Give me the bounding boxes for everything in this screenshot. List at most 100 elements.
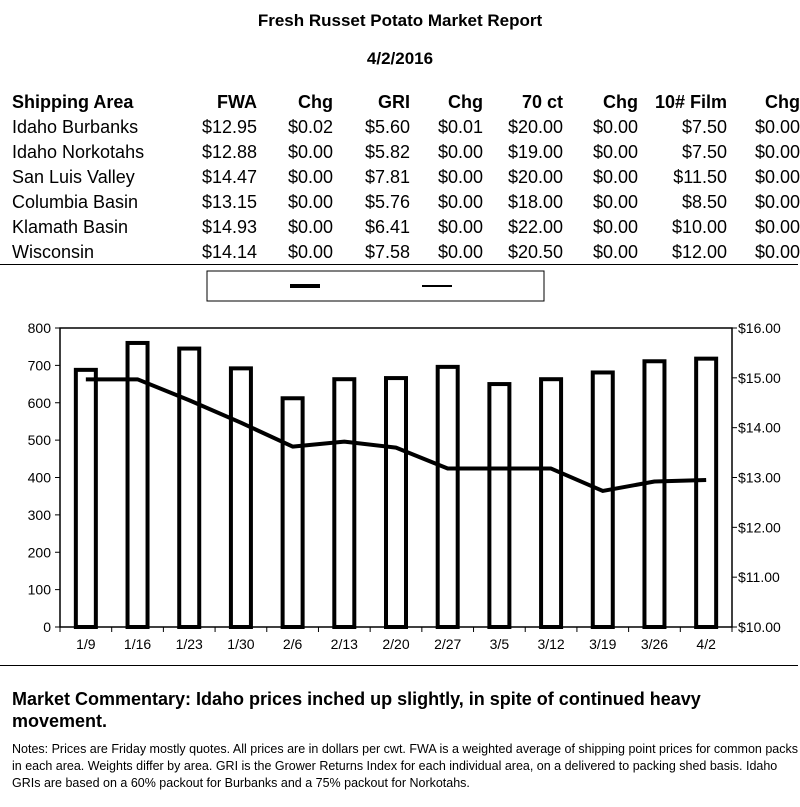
plot-area: 0 100 200 300 400 500 600 700 800 $10.00 $11.00 $12…	[28, 320, 781, 652]
table-cell: $5.82	[364, 142, 410, 162]
table-cell: $0.00	[754, 242, 800, 262]
table-cell: $0.00	[437, 217, 483, 237]
right-axis-tick-label: $14.00	[738, 420, 781, 436]
x-axis-tick-label: 2/6	[283, 636, 303, 652]
table-cell: $0.00	[592, 142, 638, 162]
table-cell: $8.50	[681, 192, 727, 212]
table-cell: $7.50	[681, 142, 727, 162]
bar	[435, 364, 460, 630]
column-header: Chg	[603, 92, 638, 112]
left-axis-tick-label: 400	[28, 470, 52, 486]
price-table: Shipping Area FWA Chg GRI Chg 70 ct Chg …	[12, 90, 800, 265]
bar	[280, 396, 305, 629]
bar	[539, 377, 564, 629]
bar	[590, 370, 615, 629]
table-cell: $0.00	[437, 242, 483, 262]
table-cell: $12.88	[201, 142, 257, 162]
table-cell: $0.00	[592, 117, 638, 137]
x-axis-tick-label: 3/19	[589, 636, 616, 652]
table-cell: $20.00	[507, 167, 563, 187]
column-header: Chg	[448, 92, 483, 112]
table-cell: $22.00	[507, 217, 563, 237]
table-cell: $0.00	[437, 142, 483, 162]
left-axis-tick-label: 600	[28, 395, 52, 411]
table-cell: $12.00	[671, 242, 727, 262]
table-cell: $0.01	[437, 117, 483, 137]
right-axis-tick-label: $10.00	[738, 619, 781, 635]
x-axis-tick-label: 2/20	[382, 636, 409, 652]
table-cell: $5.60	[364, 117, 410, 137]
x-axis-tick-label: 3/5	[490, 636, 510, 652]
column-header: Chg	[765, 92, 800, 112]
table-cell: $0.02	[287, 117, 333, 137]
table-cell: $0.00	[592, 217, 638, 237]
notes: Notes: Prices are Friday mostly quotes. …	[12, 742, 798, 790]
table-cell: $20.50	[507, 242, 563, 262]
table-cell: $18.00	[507, 192, 563, 212]
table-cell: $14.47	[201, 167, 257, 187]
column-header: Shipping Area	[12, 92, 134, 112]
report-date: 4/2/2016	[366, 49, 434, 68]
right-axis-tick-label: $16.00	[738, 320, 781, 336]
table-cell: $7.81	[364, 167, 410, 187]
left-axis-tick-label: 0	[43, 619, 51, 635]
legend	[206, 270, 545, 302]
table-cell: $7.58	[364, 242, 410, 262]
legend-box	[206, 270, 545, 302]
left-axis-tick-label: 800	[28, 320, 52, 336]
x-axis-tick-label: 2/27	[434, 636, 461, 652]
x-axis-tick-label: 3/12	[537, 636, 564, 652]
bar	[694, 356, 719, 630]
bar	[642, 359, 667, 629]
table-cell: $20.00	[507, 117, 563, 137]
bar	[228, 366, 253, 630]
table-header-row: Shipping Area FWA Chg GRI Chg 70 ct Chg …	[12, 90, 800, 115]
table-cell: $10.00	[671, 217, 727, 237]
chart-area: 0 100 200 300 400 500 600 700 800 $10.00 $11.00 $12…	[0, 264, 798, 666]
table-cell: Idaho Norkotahs	[12, 142, 145, 162]
shipments-price-chart: 0 100 200 300 400 500 600 700 800 $10.00 $11.00 $12…	[28, 270, 781, 652]
table-cell: Idaho Burbanks	[12, 117, 139, 137]
left-axis-tick-label: 500	[28, 432, 52, 448]
table-row: Klamath Basin $14.93 $0.00 $6.41 $0.00 $…	[12, 215, 800, 240]
table-cell: $0.00	[592, 167, 638, 187]
table-cell: $11.50	[673, 167, 727, 187]
right-axis-tick-label: $13.00	[738, 470, 781, 486]
table-cell: $0.00	[592, 242, 638, 262]
column-header: Chg	[298, 92, 333, 112]
x-axis-tick-label: 1/9	[76, 636, 96, 652]
left-axis-tick-label: 300	[28, 507, 52, 523]
bar	[73, 367, 98, 630]
x-axis-tick-label: 3/26	[641, 636, 668, 652]
table-cell: Wisconsin	[12, 242, 95, 262]
table-cell: $12.95	[201, 117, 257, 137]
right-axis-tick-label: $11.00	[738, 569, 780, 585]
right-axis-tick-label: $12.00	[738, 519, 781, 535]
table-cell: $13.15	[201, 192, 257, 212]
table-cell: $0.00	[592, 192, 638, 212]
table-cell: $0.00	[437, 167, 483, 187]
table-cell: $0.00	[287, 217, 333, 237]
table-cell: $0.00	[287, 242, 333, 262]
table-cell: $0.00	[754, 142, 800, 162]
table-cell: $0.00	[754, 192, 800, 212]
left-axis-tick-label: 100	[28, 582, 52, 598]
table-row: San Luis Valley $14.47 $0.00 $7.81 $0.00…	[12, 165, 800, 190]
x-axis-tick-label: 1/16	[124, 636, 151, 652]
column-header: 70 ct	[521, 92, 563, 112]
bar	[487, 382, 512, 629]
column-header: 10# Film	[654, 92, 727, 112]
left-axis-tick-label: 200	[28, 544, 52, 560]
x-axis-tick-label: 1/30	[227, 636, 254, 652]
table-cell: $0.00	[287, 142, 333, 162]
bar	[384, 376, 408, 629]
right-axis-tick-label: $15.00	[738, 370, 781, 386]
left-axis-tick-label: 700	[28, 357, 52, 373]
table-row: Idaho Norkotahs $12.88 $0.00 $5.82 $0.00…	[12, 140, 800, 165]
table-cell: $6.41	[364, 217, 410, 237]
table-cell: $14.14	[201, 242, 257, 262]
column-header: GRI	[377, 92, 410, 112]
x-axis-tick-label: 4/2	[696, 636, 716, 652]
table-cell: San Luis Valley	[12, 167, 135, 187]
column-header: FWA	[217, 92, 257, 112]
